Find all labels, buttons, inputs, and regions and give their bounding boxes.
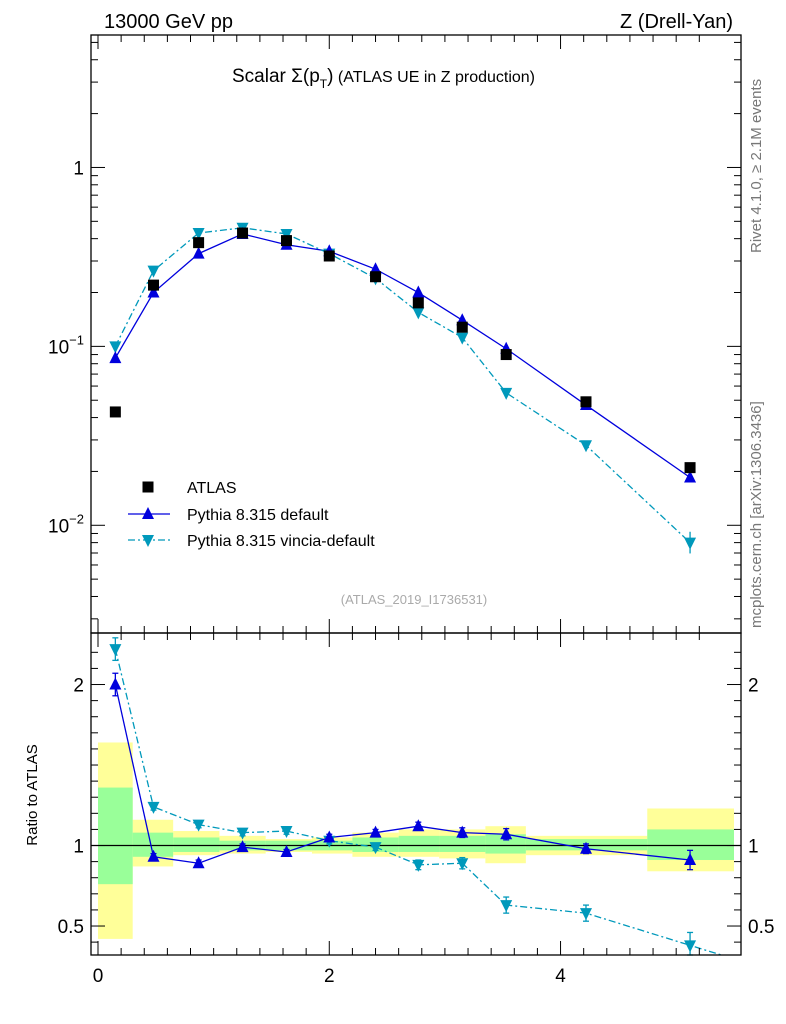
default-ratio-marker (147, 849, 160, 862)
vincia-marker (412, 307, 425, 320)
ratio-y-tick-label: 2 (73, 676, 84, 697)
vincia-ratio-line (114, 648, 722, 956)
vincia-marker (147, 265, 160, 278)
rivet-label: Rivet 4.1.0, ≥ 2.1M events (748, 79, 765, 253)
legend: ATLAS Pythia 8.315 default Pythia 8.315 vi… (128, 480, 375, 550)
legend-marker-vincia (142, 535, 154, 547)
vincia-ratio-marker (579, 908, 592, 921)
atlas-data-marker (684, 462, 696, 474)
vincia-series-line (114, 227, 691, 544)
default-ratio-marker (500, 827, 513, 840)
uncertainty-band-green (173, 837, 220, 852)
vincia-marker (192, 228, 205, 241)
ratio-y-tick-label-right: 0.5 (748, 917, 774, 938)
default-ratio-marker (236, 840, 249, 853)
chart-title: Scalar Σ(pT) (ATLAS UE in Z production) (232, 66, 535, 91)
vincia-marker (109, 341, 122, 354)
atlas-data-marker (280, 235, 292, 247)
legend-label: ATLAS (187, 480, 237, 497)
vincia-ratio-marker (236, 827, 249, 840)
ratio-plot-frame (90, 632, 742, 956)
vincia-ratio-marker (369, 842, 382, 855)
uncertainty-band-green (398, 835, 440, 852)
ratio-y-tick-label-right: 1 (748, 837, 759, 858)
default-marker (369, 262, 382, 275)
uncertainty-band-green (485, 834, 526, 854)
vincia-marker (280, 228, 293, 241)
mcplots-label: mcplots.cern.ch [arXiv:1306.3436] (748, 401, 765, 628)
atlas-data-marker (109, 406, 121, 418)
default-ratio-marker (369, 825, 382, 838)
atlas-data-marker (500, 349, 512, 361)
atlas-data-marker (193, 237, 205, 249)
default-ratio-marker (192, 856, 205, 869)
legend-marker-default (142, 507, 154, 519)
default-ratio-marker (109, 677, 122, 690)
default-marker (684, 470, 697, 483)
default-ratio-line (114, 684, 691, 864)
x-tick-label: 2 (324, 966, 335, 987)
vincia-ratio-marker (412, 859, 425, 872)
default-ratio-marker (280, 844, 293, 857)
atlas-data-marker (412, 297, 424, 309)
legend-marker-atlas (142, 481, 154, 493)
atlas-data-marker (323, 250, 335, 262)
default-ratio-marker (323, 830, 336, 843)
vincia-marker (579, 440, 592, 453)
x-tick-label: 0 (93, 966, 104, 987)
y-tick-label: 10−1 (48, 332, 84, 358)
vincia-ratio-marker (192, 819, 205, 832)
process-label: Z (Drell-Yan) (620, 11, 733, 33)
ratio-y-tick-label-right: 2 (748, 676, 759, 697)
atlas-data-marker (456, 321, 468, 333)
vincia-ratio-marker (500, 900, 513, 913)
ratio-y-tick-label: 0.5 (58, 917, 84, 938)
default-marker (109, 351, 122, 364)
ratio-y-tick-label: 1 (73, 837, 84, 858)
uncertainty-band-green (98, 787, 133, 885)
x-tick-label: 4 (555, 966, 566, 987)
vincia-ratio-marker (280, 826, 293, 839)
y-tick-label: 1 (73, 158, 84, 179)
default-ratio-marker (579, 841, 592, 854)
ratio-ylabel: Ratio to ATLAS (24, 744, 41, 845)
atlas-data-marker (237, 227, 249, 239)
default-marker (192, 246, 205, 259)
default-marker (147, 285, 160, 298)
atlas-data-marker (580, 396, 592, 408)
default-ratio-marker (456, 825, 469, 838)
vincia-marker (456, 332, 469, 345)
vincia-ratio-marker (456, 858, 469, 871)
analysis-id: (ATLAS_2019_I1736531) (341, 592, 487, 607)
vincia-ratio-marker (109, 644, 122, 657)
legend-label: Pythia 8.315 default (187, 507, 329, 524)
y-tick-label: 10−2 (48, 511, 84, 537)
default-ratio-marker (684, 853, 697, 866)
vincia-ratio-marker (147, 801, 160, 814)
default-ratio-marker (412, 819, 425, 832)
legend-label: Pythia 8.315 vincia-default (187, 533, 375, 550)
atlas-data-marker (148, 279, 160, 291)
default-series-line (114, 233, 691, 479)
uncertainty-band-green (439, 835, 486, 852)
vincia-ratio-marker (684, 940, 697, 953)
energy-label: 13000 GeV pp (104, 11, 233, 33)
atlas-data-marker (370, 271, 382, 283)
vincia-marker (500, 387, 513, 400)
default-marker (412, 285, 425, 298)
